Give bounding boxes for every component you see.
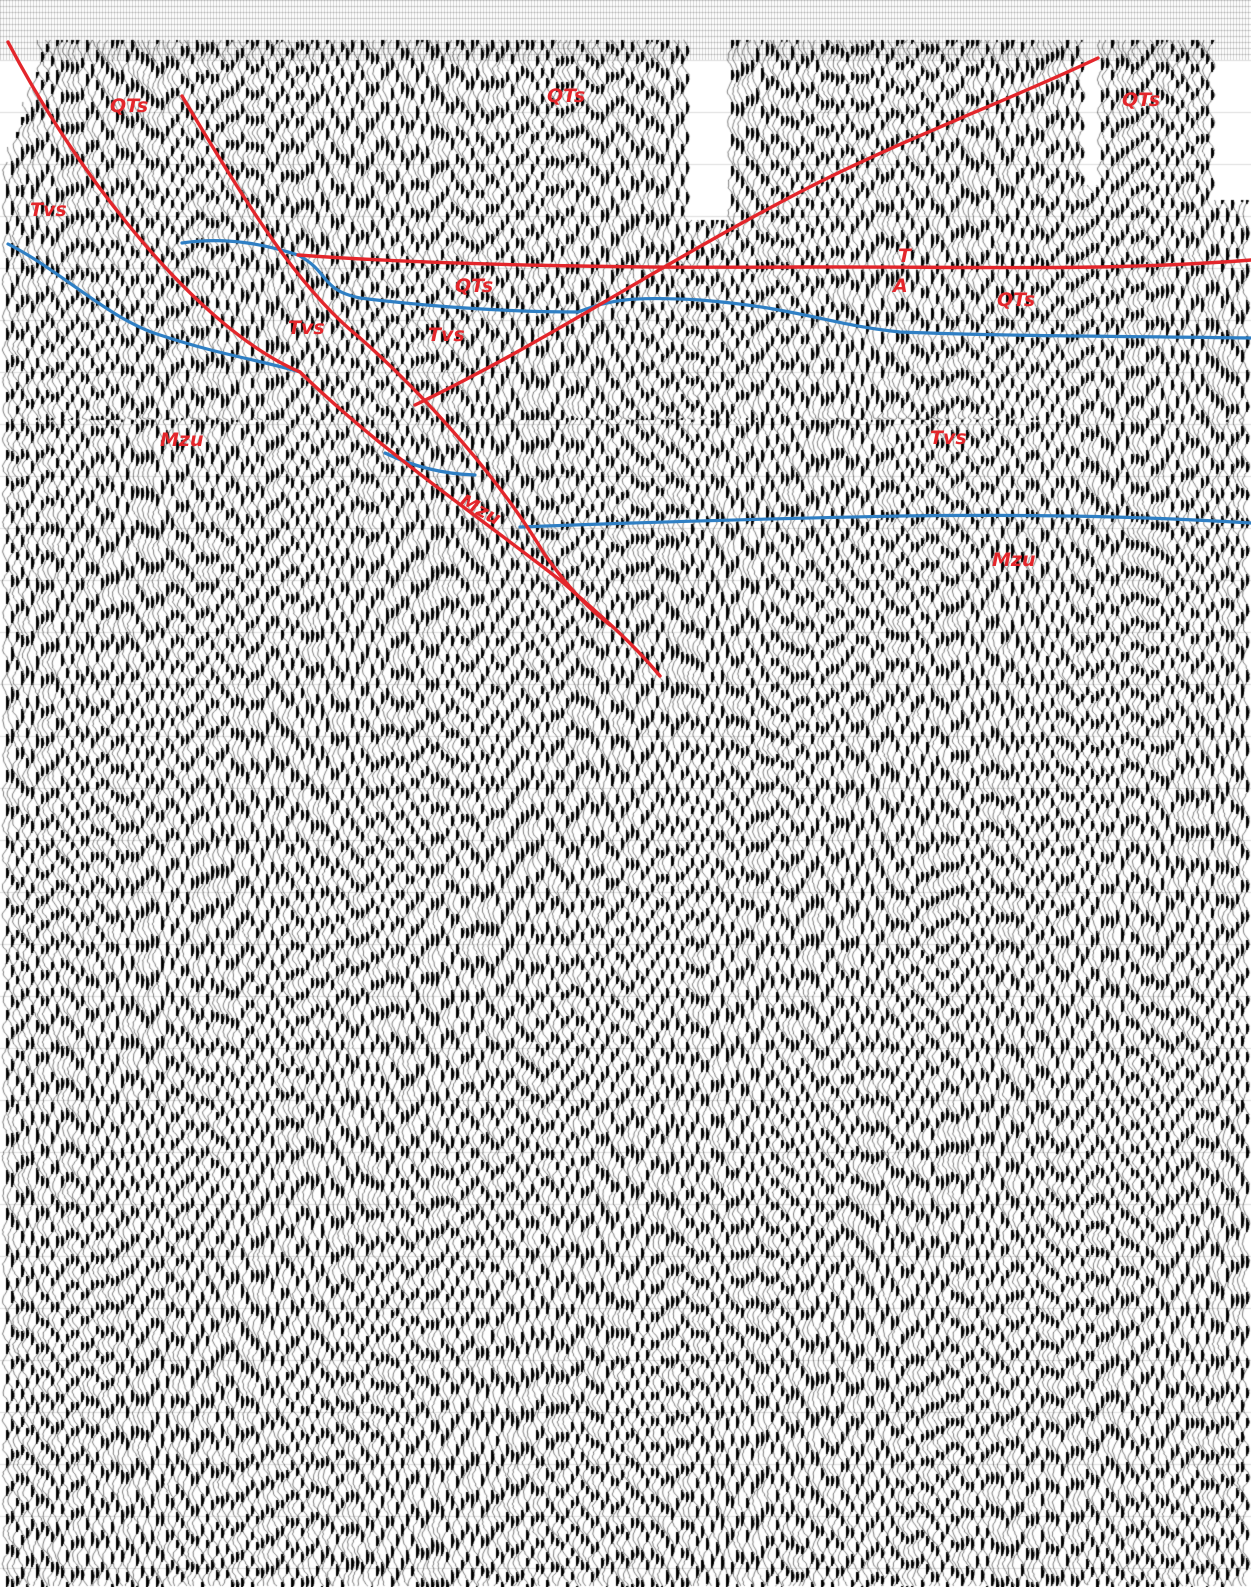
- fault-line-west: [6, 40, 662, 678]
- horizon-line-top-qts: [180, 239, 1251, 340]
- label-qts-mid-right: QTs: [997, 289, 1035, 311]
- fault-line-east-dipping: [413, 56, 1100, 407]
- label-tvs-right: Tvs: [930, 427, 967, 449]
- label-mzu-right: Mzu: [992, 549, 1036, 571]
- label-tvs-mid-left: Tvs: [288, 317, 325, 339]
- label-mzu-center: Mzu: [456, 490, 505, 530]
- fault-line-horizontal-ta: [296, 253, 1251, 270]
- label-fault-t: T: [898, 245, 913, 267]
- label-qts-mid-center: QTs: [455, 275, 493, 297]
- fault-line-central: [180, 94, 612, 627]
- label-mzu-left: Mzu: [160, 429, 204, 451]
- label-qts-upper-left: QTs: [110, 95, 148, 117]
- horizon-line-upper-left: [6, 242, 302, 374]
- label-qts-upper-right: QTs: [1122, 89, 1160, 111]
- horizon-line-lower-mzu: [518, 513, 1251, 529]
- label-tvs-upper-left: Tvs: [30, 199, 67, 221]
- label-fault-a: A: [891, 275, 908, 297]
- horizon-line-mid-tvs: [383, 451, 477, 477]
- label-tvs-mid-center: Tvs: [428, 324, 465, 346]
- label-qts-upper-center: QTs: [547, 85, 585, 107]
